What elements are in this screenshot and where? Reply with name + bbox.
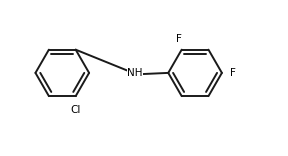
Text: F: F (176, 34, 182, 44)
Text: F: F (230, 68, 235, 78)
Text: NH: NH (127, 68, 143, 78)
Text: Cl: Cl (71, 105, 81, 115)
